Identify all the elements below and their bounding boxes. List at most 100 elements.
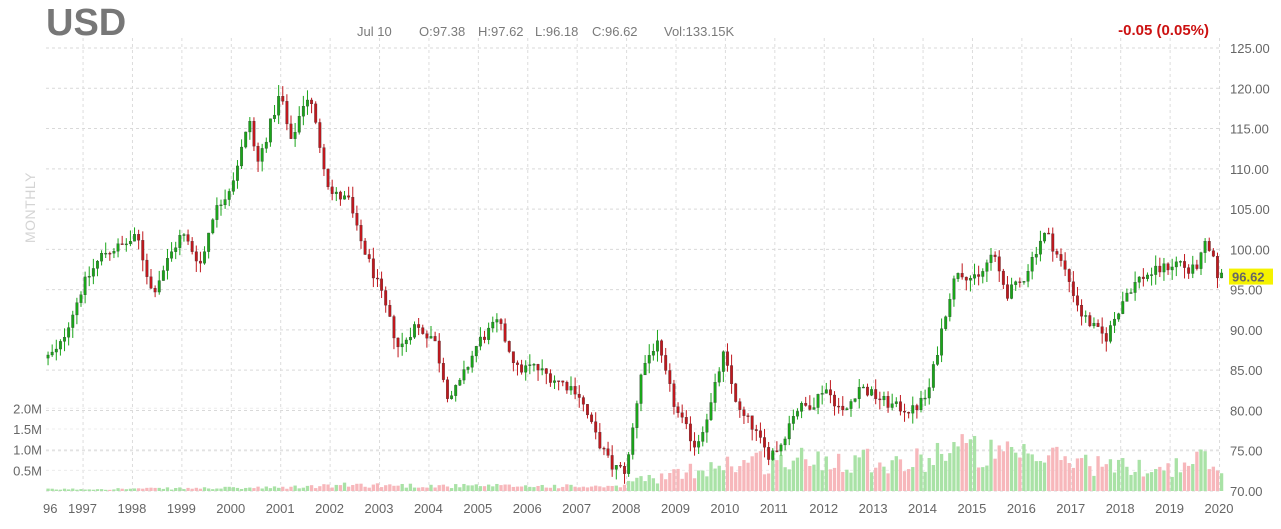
volume-bar [762, 474, 767, 491]
volume-bar [194, 487, 198, 491]
volume-bar [664, 479, 668, 491]
price-tick-label: 125.00 [1230, 41, 1270, 56]
candle-body [478, 336, 482, 347]
volume-bar [363, 486, 367, 491]
volume-bar [878, 462, 882, 491]
volume-bar [717, 465, 721, 491]
volume-bar [1079, 458, 1084, 491]
candle-body [273, 114, 276, 119]
volume-bar [388, 484, 392, 491]
candle-body [182, 234, 186, 236]
volume-bar [1207, 469, 1211, 491]
volume-bar [470, 485, 474, 491]
candle-body [503, 323, 507, 342]
candle-body [894, 401, 898, 404]
year-tick-label: 2010 [710, 501, 739, 516]
candle-body [198, 260, 202, 264]
volume-bar [754, 452, 758, 491]
volume-bar [836, 453, 841, 491]
volume-bar [416, 487, 421, 491]
candle-body [507, 341, 511, 352]
candle-body [1051, 233, 1055, 252]
candle-body [161, 270, 165, 281]
year-tick-label: 2005 [463, 501, 492, 516]
volume-bar [293, 485, 297, 491]
candle-body [824, 389, 828, 394]
candle-body [207, 232, 211, 252]
volume-bar [515, 486, 520, 491]
volume-bar [779, 454, 783, 491]
candle-body [100, 253, 104, 262]
candle-body [841, 405, 845, 411]
volume-bar [124, 489, 128, 491]
candle-body [141, 240, 145, 261]
ohlc-close: C:96.62 [592, 24, 638, 39]
candle-body [157, 280, 161, 293]
volume-bar [725, 456, 730, 491]
volume-bar [1154, 469, 1158, 491]
volume-bar [573, 486, 577, 491]
candle-body [1084, 315, 1088, 317]
candle-body [347, 195, 351, 198]
volume-bar [58, 489, 63, 491]
candle-body [754, 429, 758, 431]
year-tick-label: 2007 [562, 501, 591, 516]
candle-body [1026, 271, 1030, 282]
volume-bar [602, 487, 606, 491]
candle-body [178, 235, 182, 248]
candle-body [289, 123, 293, 139]
volume-bar [1178, 472, 1183, 491]
volume-bar [503, 484, 507, 491]
candle-body [1158, 265, 1162, 273]
volume-bar [594, 485, 598, 491]
candle-body [676, 406, 680, 413]
volume-bar [108, 489, 112, 491]
volume-bar [721, 470, 726, 491]
volume-bar [676, 468, 680, 491]
candle-body [767, 447, 771, 460]
volume-bar [923, 471, 927, 491]
candle-body [223, 199, 227, 206]
volume-bar [799, 447, 804, 491]
candle-body [429, 336, 433, 339]
volume-bar [136, 488, 141, 491]
volume-bar [882, 466, 886, 491]
candle-body [314, 103, 318, 123]
candle-body [647, 355, 651, 364]
volume-bar [902, 471, 907, 491]
volume-bar [804, 459, 808, 491]
volume-bar [758, 451, 763, 491]
volume-bar [960, 434, 964, 491]
price-tick-label: 80.00 [1230, 403, 1263, 418]
volume-bar [911, 467, 915, 491]
candle-body [215, 205, 219, 220]
candle-body [845, 408, 849, 411]
volume-bar [1112, 472, 1117, 491]
candle-body [1080, 304, 1084, 317]
candle-body [964, 276, 968, 281]
candle-body [96, 260, 99, 269]
volume-bar [532, 487, 536, 491]
volume-bar [552, 484, 557, 491]
year-tick-label: 2000 [216, 501, 245, 516]
candle-body [944, 316, 948, 329]
volume-bar [153, 487, 157, 491]
volume-bar [540, 484, 544, 491]
candle-body [326, 168, 330, 188]
volume-bar [1071, 467, 1076, 491]
candle-body [1113, 318, 1116, 326]
volume-bar [1018, 457, 1022, 491]
candle-body [46, 354, 50, 359]
volume-bar [458, 487, 462, 491]
candle-body [1092, 322, 1096, 327]
candle-body [322, 147, 326, 170]
volume-bar [174, 488, 178, 491]
volume-bar [202, 487, 207, 491]
candle-body [1174, 261, 1178, 268]
volume-bar [812, 464, 816, 491]
candle-body [1187, 267, 1191, 274]
volume-bar [466, 485, 470, 491]
volume-bar [371, 484, 376, 491]
candle-body [1010, 284, 1014, 299]
